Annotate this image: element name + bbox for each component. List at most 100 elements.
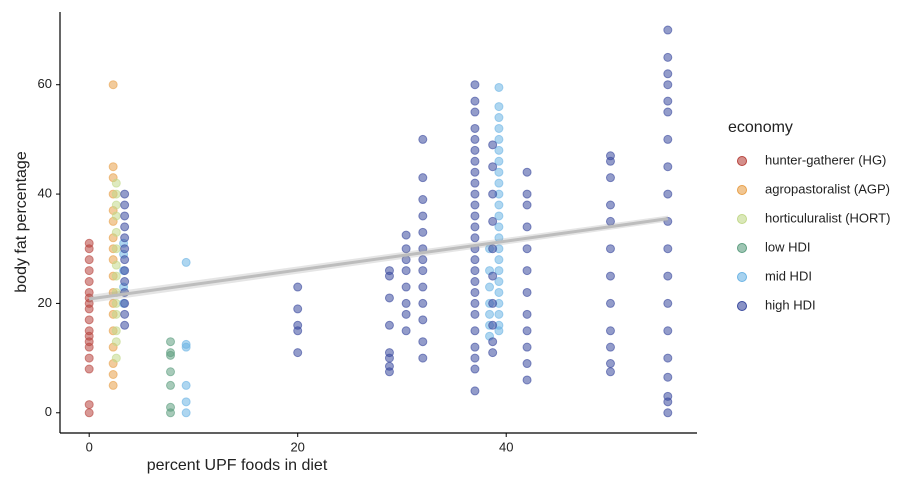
legend-title: economy (728, 119, 793, 136)
point (663, 391, 673, 401)
point (470, 326, 480, 336)
trend-line (88, 217, 669, 301)
point (111, 200, 121, 210)
point (181, 380, 191, 390)
point (494, 255, 504, 265)
point (418, 211, 428, 221)
point (663, 298, 673, 308)
point (120, 200, 130, 210)
point (293, 320, 303, 330)
point (605, 359, 615, 369)
point (84, 326, 94, 336)
point (84, 400, 94, 410)
point (470, 167, 480, 177)
point (108, 369, 118, 379)
y-tick-label: 20 (38, 295, 52, 310)
point (470, 342, 480, 352)
point (384, 361, 394, 371)
point (485, 282, 495, 292)
x-tick-label: 0 (86, 439, 93, 454)
point (84, 255, 94, 265)
point (522, 222, 532, 232)
point (401, 244, 411, 254)
point (401, 326, 411, 336)
point (181, 397, 191, 407)
point (470, 353, 480, 363)
point (663, 372, 673, 382)
point (84, 315, 94, 325)
point (181, 339, 191, 349)
point (605, 326, 615, 336)
point (418, 298, 428, 308)
point (418, 266, 428, 276)
point (522, 326, 532, 336)
point (84, 364, 94, 374)
point (108, 380, 118, 390)
legend-marker (737, 301, 747, 311)
point (485, 309, 495, 319)
point (120, 189, 130, 199)
point (111, 260, 121, 270)
point (293, 348, 303, 358)
point (401, 298, 411, 308)
point (494, 211, 504, 221)
point (663, 52, 673, 62)
y-tick-label: 40 (38, 186, 52, 201)
point (84, 277, 94, 287)
point (470, 222, 480, 232)
point (522, 189, 532, 199)
point (494, 222, 504, 232)
point (663, 69, 673, 79)
point (494, 82, 504, 92)
legend-label: mid HDI (765, 268, 812, 283)
point (488, 162, 498, 172)
point (84, 408, 94, 418)
point (663, 244, 673, 254)
legend-label: high HDI (765, 297, 816, 312)
point (120, 222, 130, 232)
point (605, 244, 615, 254)
point (470, 309, 480, 319)
point (293, 304, 303, 314)
point (470, 211, 480, 221)
point (111, 211, 121, 221)
legend-label: horticuluralist (HORT) (765, 210, 890, 225)
point (488, 320, 498, 330)
point (470, 107, 480, 117)
point (522, 167, 532, 177)
legend-marker (737, 214, 747, 224)
point (663, 25, 673, 35)
point (470, 266, 480, 276)
point (663, 353, 673, 363)
point (470, 156, 480, 166)
point (166, 402, 176, 412)
point (470, 233, 480, 243)
point (401, 309, 411, 319)
point (494, 266, 504, 276)
point (494, 145, 504, 155)
point (663, 134, 673, 144)
point (605, 342, 615, 352)
point (418, 173, 428, 183)
point (470, 364, 480, 374)
point (111, 309, 121, 319)
point (84, 266, 94, 276)
y-tick-label: 60 (38, 76, 52, 91)
point (120, 244, 130, 254)
point (494, 156, 504, 166)
point (84, 353, 94, 363)
point (418, 337, 428, 347)
point (111, 337, 121, 347)
point (522, 359, 532, 369)
legend-marker (737, 156, 747, 166)
point (522, 375, 532, 385)
point (293, 282, 303, 292)
point (488, 140, 498, 150)
point (384, 266, 394, 276)
point (470, 287, 480, 297)
point (401, 282, 411, 292)
point (470, 145, 480, 155)
point (111, 353, 121, 363)
point (494, 113, 504, 123)
point (488, 189, 498, 199)
